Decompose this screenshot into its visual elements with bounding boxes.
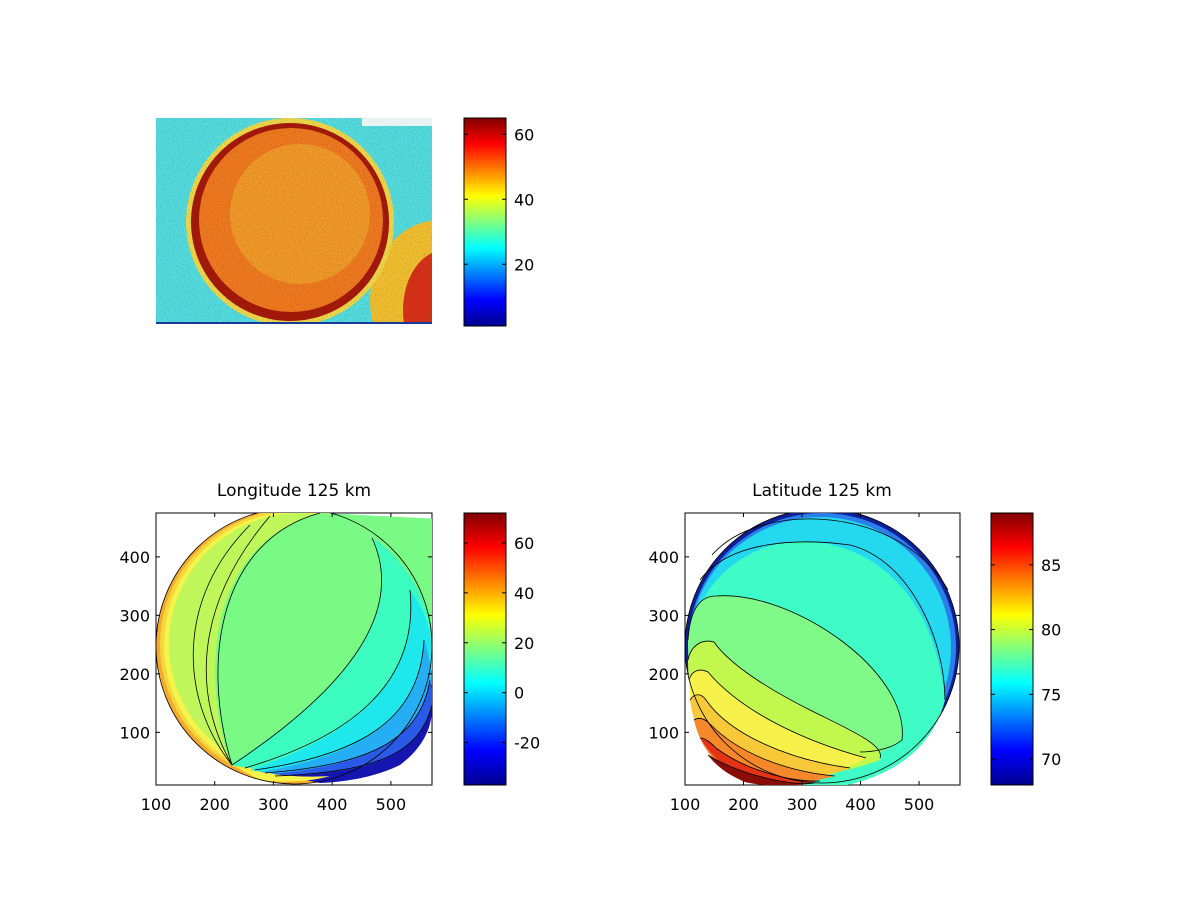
image-noise (156, 118, 432, 324)
colorbar-frame (990, 512, 1034, 786)
longitude-colorbar-tick-label: 0 (514, 684, 524, 703)
longitude-y-tick-label: 100 (119, 723, 150, 742)
longitude-colorbar: -20 0 20 40 60 (463, 512, 540, 786)
lat-band-9 (700, 738, 820, 784)
image-panel: 20 40 60 (156, 117, 534, 327)
lon-disk-outline (156, 513, 432, 785)
lon-contour-5 (244, 589, 412, 769)
lon-band-9 (285, 705, 432, 783)
longitude-colorbar-tick-label: 40 (514, 584, 534, 603)
longitude-x-tick-label: 400 (317, 795, 348, 814)
colorbar-gradient (464, 118, 506, 326)
longitude-y-tick-label: 400 (119, 548, 150, 567)
longitude-colorbar-tick-label: -20 (514, 734, 540, 753)
image-header-strip (362, 118, 432, 126)
lat-contour-3 (687, 595, 903, 753)
latitude-panel: Latitude 125 km 100 200 300 400 500 (648, 481, 1061, 814)
longitude-x-tick-label: 200 (199, 795, 230, 814)
latitude-y-tick-label: 300 (648, 606, 679, 625)
lat-contour-7 (693, 717, 836, 777)
lon-contour-6 (254, 639, 425, 771)
longitude-colorbar-tick-label: 20 (514, 634, 534, 653)
image-colorbar: 20 40 60 (463, 117, 534, 327)
image-colorbar-tick-label: 20 (514, 255, 534, 274)
lat-contour-2 (699, 541, 946, 701)
image-colorbar-tick-label: 40 (514, 190, 534, 209)
longitude-x-tick-label: 100 (141, 795, 172, 814)
longitude-x-tick-label: 500 (376, 795, 407, 814)
lat-contour-8 (699, 737, 821, 782)
longitude-x-ticks: 100 200 300 400 500 (141, 513, 406, 814)
latitude-y-tick-label: 400 (648, 548, 679, 567)
longitude-y-tick-label: 200 (119, 665, 150, 684)
colorbar-frame (463, 512, 507, 786)
lat-contour-4 (687, 640, 881, 759)
colorbar-gradient (991, 513, 1033, 785)
longitude-y-tick-label: 300 (119, 606, 150, 625)
latitude-y-tick-label: 200 (648, 665, 679, 684)
lat-contour-9 (707, 754, 816, 784)
lat-contour-5 (688, 669, 867, 759)
lat-disk-outline (685, 513, 960, 784)
lon-contour-4 (231, 537, 383, 766)
latitude-x-tick-label: 400 (845, 795, 876, 814)
latitude-colorbar-tick-label: 70 (1041, 750, 1061, 769)
lon-band-bottom (232, 765, 330, 782)
latitude-x-tick-label: 500 (904, 795, 935, 814)
lat-contour-1 (711, 518, 949, 591)
longitude-contours (156, 513, 432, 785)
longitude-title: Longitude 125 km (217, 481, 371, 501)
lon-contour-1 (192, 524, 251, 766)
latitude-colorbar-tick-label: 75 (1041, 685, 1061, 704)
longitude-colorbar-tick-label: 60 (514, 534, 534, 553)
latitude-x-tick-label: 300 (787, 795, 818, 814)
lat-band-10 (708, 755, 815, 785)
latitude-colorbar-tick-label: 80 (1041, 621, 1061, 640)
colorbar-gradient (464, 513, 506, 785)
lon-contour-2 (205, 515, 271, 766)
lon-contour-7 (264, 679, 431, 774)
latitude-y-tick-label: 100 (648, 723, 679, 742)
lon-contour-8 (274, 704, 432, 777)
image-bottom-edge (156, 322, 432, 324)
latitude-x-tick-label: 100 (670, 795, 701, 814)
image-colorbar-tick-label: 60 (514, 125, 534, 144)
lon-contour-3 (217, 513, 321, 766)
colorbar-frame (463, 117, 507, 327)
latitude-contours (685, 513, 960, 785)
latitude-colorbar-tick-label: 85 (1041, 556, 1061, 575)
latitude-x-ticks: 100 200 300 400 500 (670, 513, 935, 814)
latitude-x-tick-label: 200 (728, 795, 759, 814)
longitude-y-ticks: 100 200 300 400 (119, 548, 432, 742)
latitude-colorbar: 70 75 80 85 (990, 512, 1061, 786)
longitude-x-tick-label: 300 (258, 795, 289, 814)
lat-contour-6 (689, 694, 851, 769)
latitude-title: Latitude 125 km (752, 481, 892, 501)
latitude-y-ticks: 100 200 300 400 (648, 548, 960, 742)
